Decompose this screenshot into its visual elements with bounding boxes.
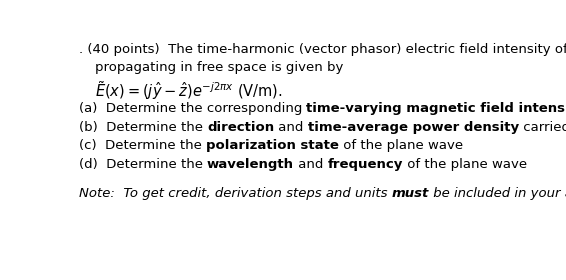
Text: . (40 points)  The time-harmonic (vector phasor) electric field intensity of a u: . (40 points) The time-harmonic (vector …	[79, 43, 566, 56]
Text: and: and	[294, 158, 328, 171]
Text: wavelength: wavelength	[207, 158, 294, 171]
Text: time-varying magnetic field intensity: time-varying magnetic field intensity	[306, 102, 566, 115]
Text: carried by the wave: carried by the wave	[519, 121, 566, 134]
Text: of the plane wave: of the plane wave	[403, 158, 527, 171]
Text: be included in your answers: be included in your answers	[429, 187, 566, 200]
Text: (a)  Determine the corresponding: (a) Determine the corresponding	[79, 102, 306, 115]
Text: and: and	[274, 121, 308, 134]
Text: (b)  Determine the: (b) Determine the	[79, 121, 207, 134]
Text: frequency: frequency	[328, 158, 403, 171]
Text: Note:  To get credit, derivation steps and units: Note: To get credit, derivation steps an…	[79, 187, 392, 200]
Text: $\tilde{E}(x)=(j\hat{y}-\hat{z})e^{-j2\pi x}$ (V/m).: $\tilde{E}(x)=(j\hat{y}-\hat{z})e^{-j2\p…	[95, 79, 282, 102]
Text: propagating in free space is given by: propagating in free space is given by	[95, 60, 343, 74]
Text: time-average power density: time-average power density	[308, 121, 519, 134]
Text: of the plane wave: of the plane wave	[338, 139, 463, 152]
Text: (d)  Determine the: (d) Determine the	[79, 158, 207, 171]
Text: must: must	[392, 187, 429, 200]
Text: polarization state: polarization state	[206, 139, 338, 152]
Text: direction: direction	[207, 121, 274, 134]
Text: (c)  Determine the: (c) Determine the	[79, 139, 206, 152]
